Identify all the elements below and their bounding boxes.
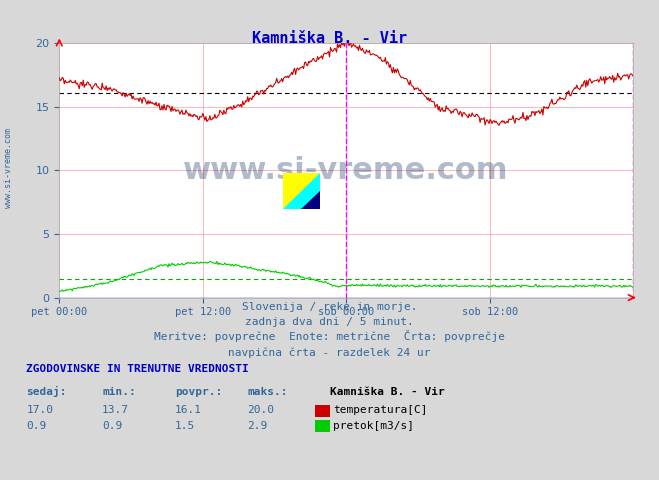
Polygon shape (283, 173, 320, 209)
Text: Meritve: povprečne  Enote: metrične  Črta: povprečje: Meritve: povprečne Enote: metrične Črta:… (154, 330, 505, 342)
Text: povpr.:: povpr.: (175, 387, 222, 397)
Text: pretok[m3/s]: pretok[m3/s] (333, 420, 415, 431)
Text: 20.0: 20.0 (247, 405, 274, 415)
Text: zadnja dva dni / 5 minut.: zadnja dva dni / 5 minut. (245, 317, 414, 327)
Text: Kamniška B. - Vir: Kamniška B. - Vir (252, 31, 407, 46)
Text: navpična črta - razdelek 24 ur: navpična črta - razdelek 24 ur (228, 347, 431, 358)
Text: temperatura[C]: temperatura[C] (333, 405, 428, 415)
Text: 0.9: 0.9 (102, 420, 123, 431)
Text: 13.7: 13.7 (102, 405, 129, 415)
Text: sedaj:: sedaj: (26, 386, 67, 397)
Text: ZGODOVINSKE IN TRENUTNE VREDNOSTI: ZGODOVINSKE IN TRENUTNE VREDNOSTI (26, 364, 249, 374)
Text: 1.5: 1.5 (175, 420, 195, 431)
Text: www.si-vreme.com: www.si-vreme.com (183, 156, 509, 185)
Text: min.:: min.: (102, 387, 136, 397)
Text: maks.:: maks.: (247, 387, 287, 397)
Text: 16.1: 16.1 (175, 405, 202, 415)
Text: 0.9: 0.9 (26, 420, 47, 431)
Text: Kamniška B. - Vir: Kamniška B. - Vir (330, 387, 444, 397)
Text: Slovenija / reke in morje.: Slovenija / reke in morje. (242, 301, 417, 312)
Text: 17.0: 17.0 (26, 405, 53, 415)
Text: www.si-vreme.com: www.si-vreme.com (4, 128, 13, 208)
Text: 2.9: 2.9 (247, 420, 268, 431)
Polygon shape (283, 173, 320, 209)
Polygon shape (302, 191, 320, 209)
